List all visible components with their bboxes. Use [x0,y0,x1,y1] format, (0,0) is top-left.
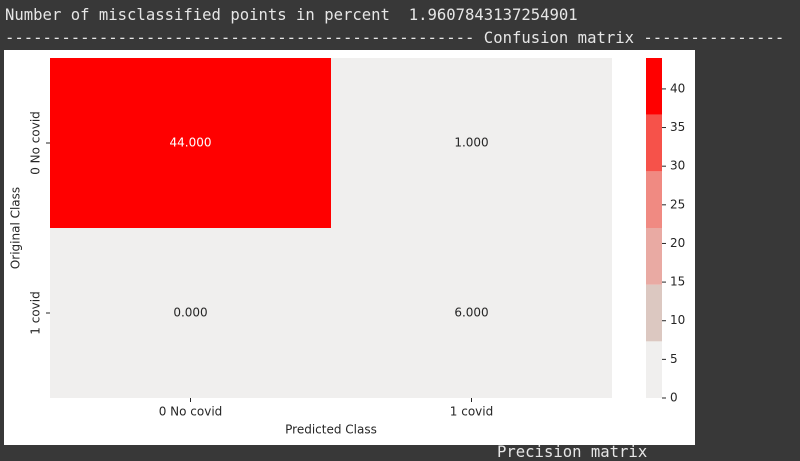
colorbar-tick-label: 30 [670,159,685,173]
x-tick-label: 0 No covid [159,405,223,419]
misclassified-value: 1.9607843137254901 [408,6,578,24]
misclassified-line: Number of misclassified points in percen… [5,6,578,24]
cell-label: 0.000 [173,306,207,320]
colorbar-tick-label: 20 [670,236,685,250]
heatmap-cell [50,228,331,398]
heatmap-cell [331,58,612,228]
colorbar-band [646,228,662,285]
colorbar-band [646,114,662,172]
colorbar-tick-label: 35 [670,120,685,134]
colorbar-band [646,171,662,228]
colorbar-tick-label: 0 [670,391,678,405]
chart: Predicted Class Original Class 44.000 1.0… [4,50,695,445]
colorbar-band [646,284,662,342]
colorbar-band [646,341,662,398]
colorbar-tick-label: 10 [670,313,685,327]
y-axis-label: Original Class [9,187,23,269]
cell-label: 44.000 [170,136,212,150]
cell-label: 1.000 [454,136,488,150]
section-line: ----------------------------------------… [5,29,785,47]
x-axis-label: Predicted Class [285,423,377,437]
cell-label: 6.000 [454,306,488,320]
misclassified-label: Number of misclassified points in percen… [5,6,390,24]
footer-line: Precision matrix [497,443,648,461]
y-tick-label: 0 No covid [29,111,43,175]
heatmap-cell [50,58,331,228]
x-tick-label: 1 covid [450,405,493,419]
heatmap-cell [331,228,612,398]
colorbar-tick-label: 5 [670,352,678,366]
y-tick-label: 1 covid [29,291,43,334]
colorbar-tick-label: 25 [670,197,685,211]
colorbar-band [646,58,662,115]
colorbar-tick-label: 40 [670,81,685,95]
colorbar-tick-label: 15 [670,275,685,289]
